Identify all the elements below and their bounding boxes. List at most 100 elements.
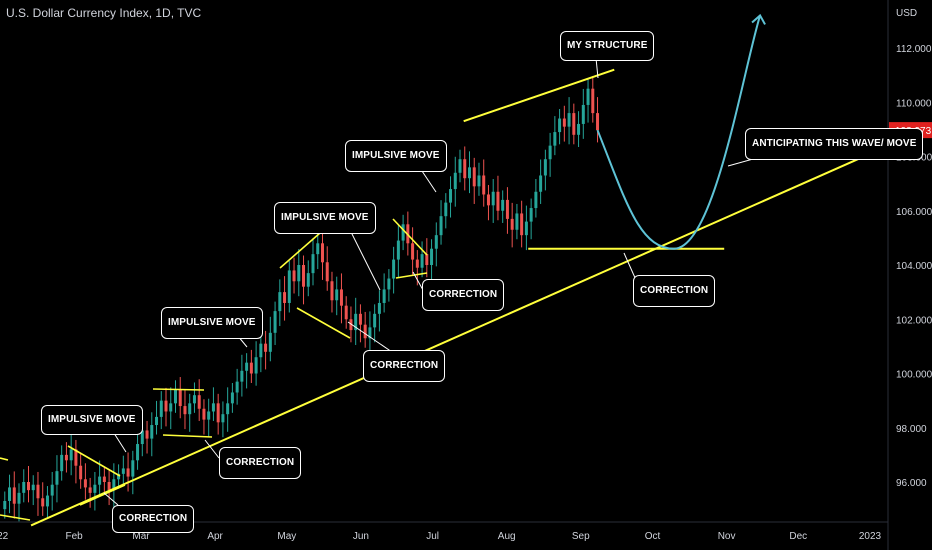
candle-body <box>377 302 381 314</box>
candle-body <box>55 471 59 485</box>
candle-body <box>287 270 291 303</box>
candle-body <box>396 240 400 260</box>
candle-body <box>202 408 206 420</box>
candle-body <box>548 145 552 160</box>
candle-body <box>401 224 405 241</box>
candle-body <box>586 88 590 105</box>
candle-body <box>50 484 54 496</box>
x-tick-label: Dec <box>789 531 807 542</box>
candle-body <box>501 199 505 211</box>
candle-body <box>505 199 509 219</box>
candle-body <box>335 289 339 301</box>
candle-body <box>74 449 78 466</box>
candle-body <box>197 395 201 409</box>
candle-body <box>581 104 585 124</box>
candle-body <box>216 403 220 423</box>
callout-correction-5: CORRECTION <box>633 275 716 307</box>
candle-body <box>373 313 377 328</box>
candle-body <box>31 484 35 491</box>
projection-arrowhead <box>751 13 766 25</box>
candle-body <box>226 403 230 415</box>
candle-body <box>178 389 182 407</box>
candle-body <box>349 319 353 331</box>
pattern-line <box>0 457 9 461</box>
candle-body <box>472 167 476 187</box>
y-tick-label: 104.000 <box>896 261 932 272</box>
callout-anticipating: ANTICIPATING THIS WAVE/ MOVE <box>745 128 924 160</box>
candle-body <box>254 357 258 374</box>
candle-body <box>572 113 576 135</box>
candle-body <box>278 292 282 312</box>
candle-body <box>562 118 566 127</box>
candle-body <box>434 235 438 249</box>
candle-body <box>98 476 102 485</box>
candle-body <box>69 449 73 461</box>
candle-body <box>510 218 514 230</box>
candle-body <box>302 265 306 287</box>
candle-body <box>591 88 595 114</box>
x-tick-label: Aug <box>498 531 516 542</box>
chart-title: U.S. Dollar Currency Index, 1D, TVC <box>6 6 202 20</box>
candle-body <box>306 273 310 287</box>
candle-body <box>268 332 272 352</box>
candle-body <box>245 362 249 371</box>
callout-correction-3: CORRECTION <box>363 350 446 382</box>
candle-body <box>121 468 125 474</box>
trendline-structure-line <box>463 68 615 123</box>
candle-body <box>41 498 45 507</box>
candle-body <box>596 113 600 131</box>
callout-my-structure: MY STRUCTURE <box>560 31 655 61</box>
trendline-support-trendline <box>30 152 871 527</box>
candle-body <box>183 406 187 415</box>
callout-impulsive-2: IMPULSIVE MOVE <box>161 307 263 339</box>
candle-body <box>320 243 324 263</box>
candle-body <box>463 159 467 179</box>
candle-body <box>491 191 495 206</box>
candle-body <box>567 113 571 127</box>
callout-pointer <box>419 167 437 193</box>
candle-body <box>577 123 581 135</box>
candle-body <box>79 465 83 480</box>
candle-body <box>467 167 471 179</box>
candle-body <box>458 159 462 173</box>
candle-body <box>292 270 296 282</box>
pattern-line <box>296 307 351 339</box>
candle-body <box>8 487 12 501</box>
candle-body <box>45 495 49 507</box>
pattern-line <box>279 232 321 269</box>
callout-pointer <box>347 321 393 353</box>
candle-body <box>211 403 215 412</box>
x-tick-label: 2023 <box>859 531 882 542</box>
candle-body <box>259 343 263 358</box>
x-tick-label: Apr <box>207 531 223 542</box>
candle-body <box>207 411 211 420</box>
x-tick-label: 2022 <box>0 531 9 542</box>
y-tick-label: 102.000 <box>896 315 932 326</box>
candle-body <box>230 392 234 404</box>
candle-body <box>131 460 135 477</box>
candle-body <box>126 468 130 477</box>
y-tick-label: 110.000 <box>896 98 932 109</box>
candle-body <box>102 476 106 482</box>
candle-body <box>140 430 144 445</box>
candle-body <box>169 403 173 412</box>
pattern-line <box>395 272 428 279</box>
currency-label: USD <box>896 8 917 19</box>
candle-body <box>117 473 121 480</box>
callout-correction-2: CORRECTION <box>219 447 302 479</box>
candle-body <box>415 259 419 268</box>
callout-correction-4: CORRECTION <box>422 279 505 311</box>
candle-body <box>449 189 453 203</box>
candle-body <box>520 213 524 236</box>
y-tick-label: 112.000 <box>896 44 932 55</box>
pattern-line <box>67 445 121 477</box>
candle-body <box>297 265 301 282</box>
x-tick-label: Oct <box>645 531 661 542</box>
candle-body <box>411 243 415 260</box>
candle-body <box>192 395 196 404</box>
candle-body <box>482 175 486 195</box>
candle-body <box>283 292 287 303</box>
callout-impulsive-4: IMPULSIVE MOVE <box>345 140 447 172</box>
candle-body <box>430 248 434 265</box>
